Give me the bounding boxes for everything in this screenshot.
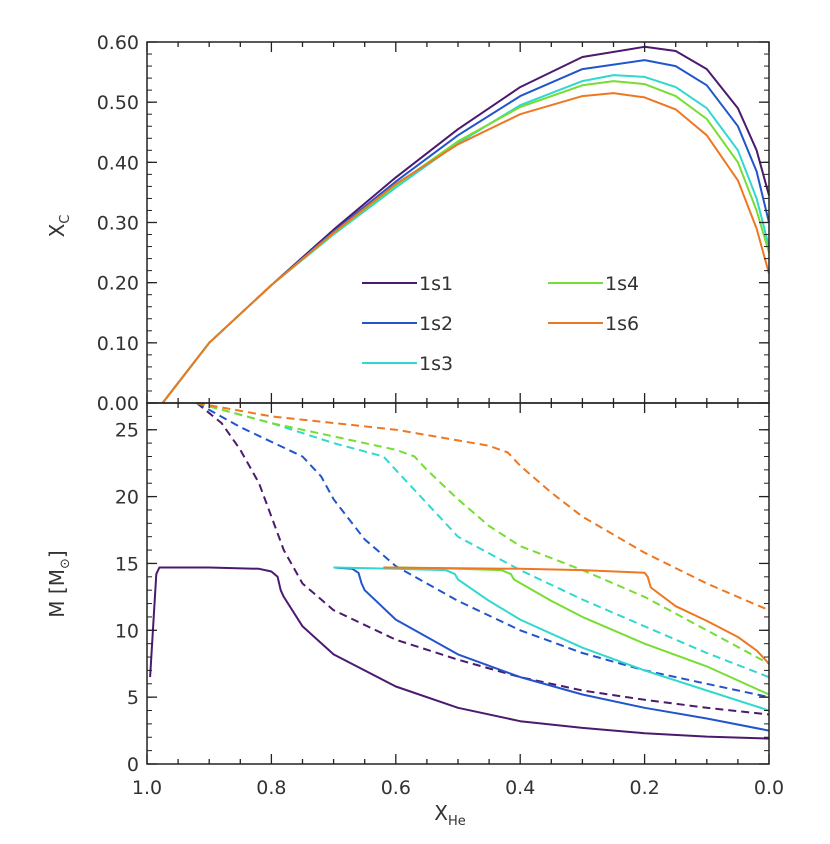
- top-y-tick-label: 0.50: [97, 92, 139, 114]
- bottom-plot-frame: [146, 402, 770, 765]
- bottom-series-1s4-solid: [395, 566, 770, 696]
- top-y-tick-label: 0.00: [97, 393, 139, 415]
- bottom-y-tick-labels: 0 5 10 15 20 25: [115, 420, 139, 776]
- legend-label-1s2: 1s2: [419, 313, 453, 335]
- bottom-y-tick-label: 10: [115, 620, 139, 642]
- top-series-1s6-solid: [161, 92, 770, 404]
- bottom-series-1s6-solid: [383, 566, 770, 665]
- top-y-axis-title-main: X: [45, 223, 69, 237]
- legend-label-1s1: 1s1: [419, 273, 453, 295]
- bottom-series-1s3-solid: [333, 566, 770, 712]
- top-y-tick-labels: 0.00 0.10 0.20 0.30 0.40 0.50 0.60: [97, 32, 139, 415]
- x-tick-labels: 1.0 0.8 0.6 0.4 0.2 0.0: [132, 777, 784, 799]
- bottom-y-axis-title-main: M [M: [45, 569, 69, 618]
- x-axis-title-sub: He: [448, 814, 466, 829]
- top-y-tick-label: 0.30: [97, 213, 139, 235]
- legend-label-1s4: 1s4: [605, 273, 639, 295]
- bottom-series-1s3-dashed: [196, 402, 770, 679]
- bottom-y-axis-title-sub: ⊙: [58, 558, 73, 569]
- bottom-series-1s1-solid: [149, 566, 770, 740]
- legend: 1s1 1s2 1s3 1s4 1s6: [362, 273, 639, 375]
- x-tick-label: 0.4: [505, 777, 535, 799]
- x-tick-label: 0.8: [256, 777, 286, 799]
- top-panel: 0.000.100.200.300.400.500.60 XC 1s11s21s…: [45, 32, 770, 415]
- x-tick-label: 0.0: [754, 777, 784, 799]
- bottom-series-lines: [149, 402, 770, 740]
- bottom-series-1s1-dashed: [196, 402, 770, 716]
- bottom-y-tick-label: 0: [127, 754, 139, 776]
- bottom-series-1s2-solid: [333, 566, 770, 732]
- top-series-lines: [161, 45, 770, 404]
- bottom-series-1s4-dashed: [196, 402, 770, 665]
- bottom-y-tick-label: 20: [115, 487, 139, 509]
- x-axis-title-main: X: [434, 801, 448, 825]
- x-tick-label: 0.6: [381, 777, 411, 799]
- top-y-tick-label: 0.60: [97, 32, 139, 54]
- bottom-y-tick-label: 25: [115, 420, 139, 442]
- top-y-axis-title-sub: C: [58, 215, 73, 224]
- x-tick-label: 1.0: [132, 777, 162, 799]
- bottom-y-axis-title: M [M⊙]: [45, 550, 73, 617]
- bottom-y-tick-label: 15: [115, 553, 139, 575]
- bottom-series-1s6-dashed: [196, 402, 770, 612]
- bottom-y-axis-title-end: ]: [45, 550, 69, 558]
- legend-label-1s3: 1s3: [419, 353, 453, 375]
- top-y-axis-title: XC: [45, 215, 73, 238]
- bottom-y-tick-label: 5: [127, 687, 139, 709]
- x-tick-label: 0.2: [629, 777, 659, 799]
- legend-label-1s6: 1s6: [605, 313, 639, 335]
- top-y-tick-label: 0.40: [97, 152, 139, 174]
- x-axis-title: XHe: [434, 801, 465, 829]
- bottom-panel: 0 5 10 15 20 25 1.0 0.8 0.6 0.4 0.2 0.0 M [M⊙]: [45, 402, 784, 799]
- top-y-tick-label: 0.20: [97, 273, 139, 295]
- top-y-tick-label: 0.10: [97, 333, 139, 355]
